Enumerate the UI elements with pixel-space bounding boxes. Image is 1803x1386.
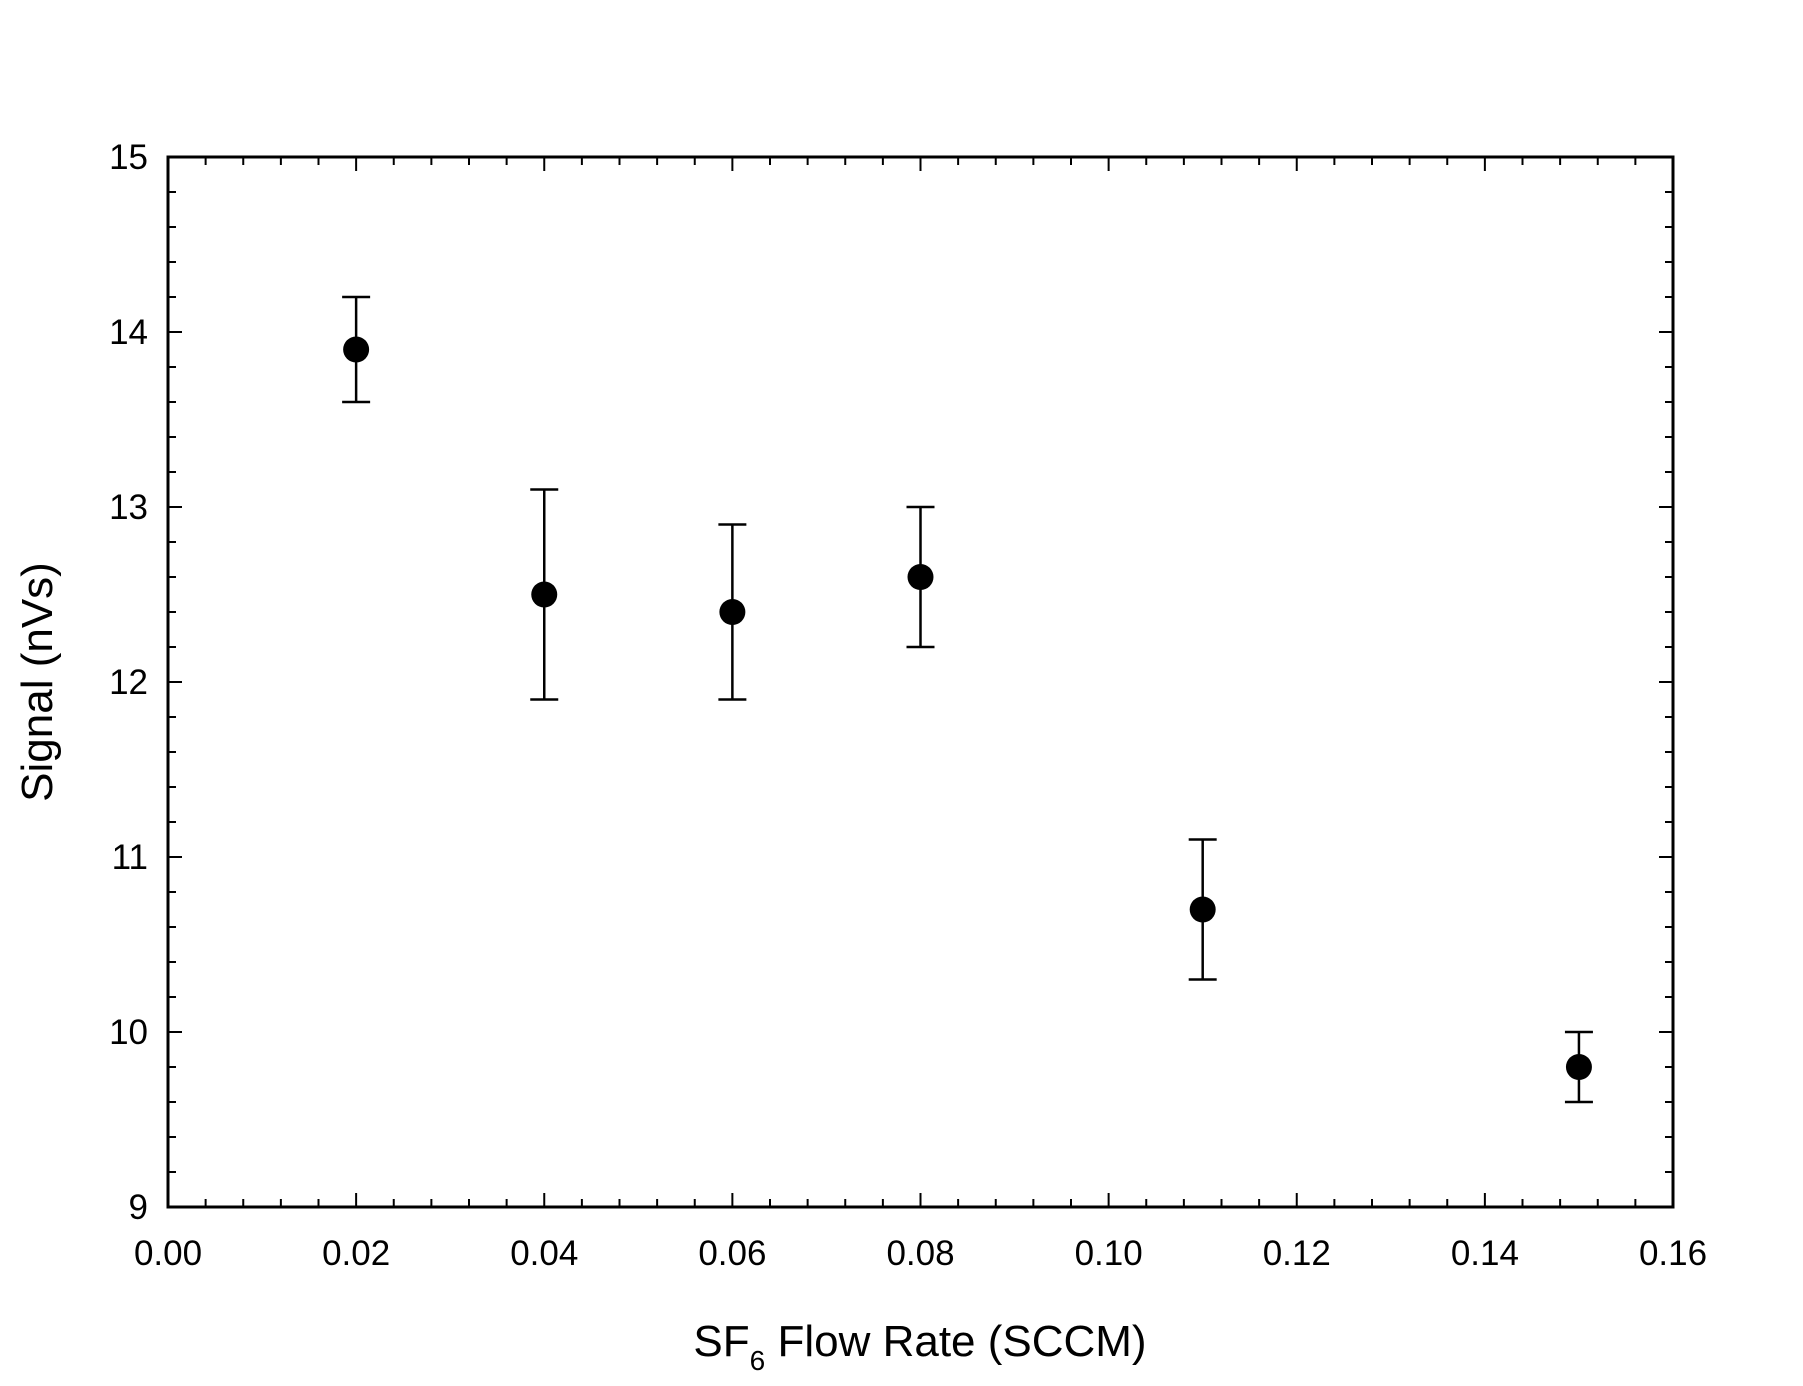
data-point [719,599,746,625]
data-point [343,336,370,363]
y-tick-label: 12 [109,663,148,702]
x-tick-label: 0.10 [1075,1234,1143,1273]
x-axis-label-subscript: 6 [750,1345,766,1376]
data-points [343,336,1592,1080]
y-tick-label: 10 [109,1013,148,1052]
plot-area-frame [166,155,1675,1209]
y-tick-label: 14 [109,313,148,352]
x-axis-label-suffix: Flow Rate (SCCM) [765,1317,1146,1366]
x-tick-label: 0.12 [1263,1234,1331,1273]
x-tick-label: 0.06 [698,1234,766,1273]
x-tick-label: 0.16 [1639,1234,1707,1273]
x-tick-labels: 0.00 0.02 0.04 0.06 0.08 0.10 0.12 0.14 0.16 [134,1234,1707,1273]
y-tick-labels: 9 10 11 12 13 14 15 [109,138,148,1227]
x-axis-label-prefix: SF [693,1317,749,1366]
y-tick-label: 11 [112,838,148,877]
data-point [1565,1054,1592,1080]
data-point [531,581,558,608]
x-axis-label: SF6 Flow Rate (SCCM) [693,1317,1146,1376]
y-tick-label: 9 [129,1188,148,1227]
x-tick-label: 0.08 [886,1234,954,1273]
x-tick-label: 0.04 [510,1234,578,1273]
x-tick-label: 0.00 [134,1234,202,1273]
y-tick-label: 13 [109,488,148,527]
y-axis-label: Signal (nVs) [13,562,62,802]
x-tick-label: 0.14 [1451,1234,1519,1273]
y-tick-label: 15 [109,138,148,177]
data-point [907,564,934,590]
data-point [1189,896,1216,923]
x-tick-label: 0.02 [322,1234,390,1273]
